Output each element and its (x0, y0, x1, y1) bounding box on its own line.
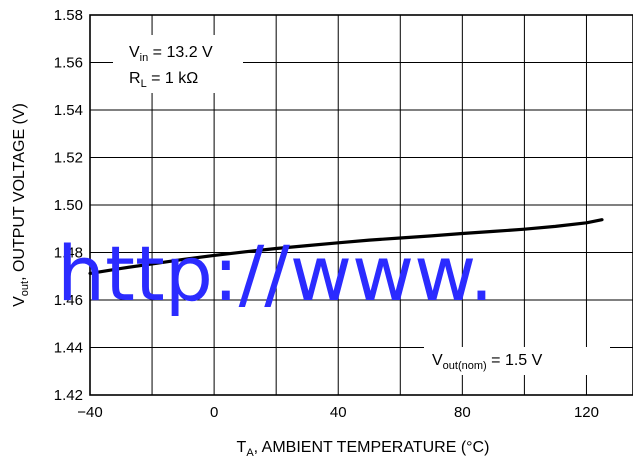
y-tick-label: 1.48 (54, 245, 83, 262)
x-tick-labels: −40 0 40 80 120 (77, 404, 599, 421)
annotation-box-inputs: Vin = 13.2 V RL = 1 kΩ (113, 35, 243, 93)
y-tick-label: 1.58 (54, 7, 83, 24)
annotation-rl: RL = 1 kΩ (129, 70, 198, 90)
x-tick-label: 40 (330, 404, 347, 421)
x-axis-label: TA, AMBIENT TEMPERATURE (°C) (237, 439, 490, 459)
watermark-text: http://www. (57, 229, 493, 318)
y-tick-label: 1.44 (54, 340, 83, 357)
grid-lines (90, 15, 633, 395)
annotation-box-nominal: Vout(nom) = 1.5 V (424, 347, 610, 375)
y-tick-labels: 1.42 1.44 1.46 1.48 1.50 1.52 1.54 1.56 1.58 (54, 7, 83, 404)
plot-frame (89, 14, 633, 396)
y-tick-label: 1.46 (54, 292, 83, 309)
x-tick-label: −40 (77, 404, 102, 421)
annotation-vout-nom: Vout(nom) = 1.5 V (432, 352, 543, 372)
series-line (88, 218, 604, 275)
y-tick-label: 1.56 (54, 55, 83, 72)
y-tick-label: 1.42 (54, 387, 83, 404)
y-tick-label: 1.52 (54, 150, 83, 167)
x-tick-label: 120 (574, 404, 599, 421)
y-tick-label: 1.54 (54, 102, 83, 119)
annotation-vin: Vin = 13.2 V (129, 44, 213, 64)
y-axis-label: Vout, OUTPUT VOLTAGE (V) (11, 103, 31, 307)
y-tick-label: 1.50 (54, 197, 83, 214)
x-tick-label: 80 (454, 404, 471, 421)
x-tick-label: 0 (210, 404, 218, 421)
